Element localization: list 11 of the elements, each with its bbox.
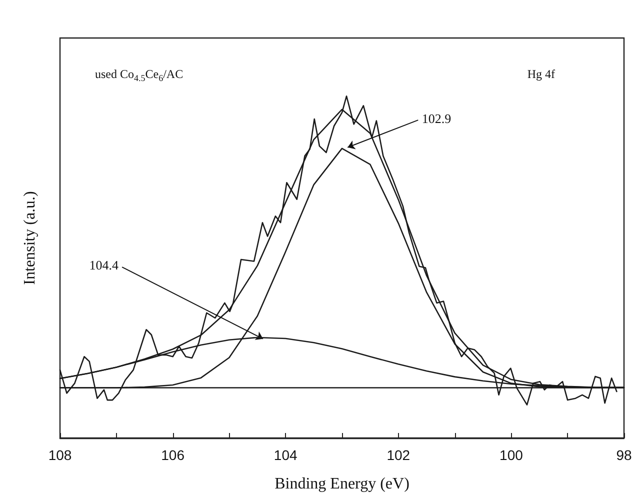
annotation: 102.9 [422,111,452,126]
x-tick-label: 106 [161,447,185,463]
x-tick-label: 104 [274,447,298,463]
x-tick-label: 98 [616,447,632,463]
x-axis-title: Binding Energy (eV) [274,476,410,492]
x-tick-label: 102 [386,447,410,463]
annotation: 104.4 [89,258,119,273]
x-tick-label: 108 [48,447,72,463]
text: Hg 4f [527,67,556,81]
y-axis-title: Intensity (a.u.) [22,191,38,285]
x-tick-label: 100 [500,447,524,463]
